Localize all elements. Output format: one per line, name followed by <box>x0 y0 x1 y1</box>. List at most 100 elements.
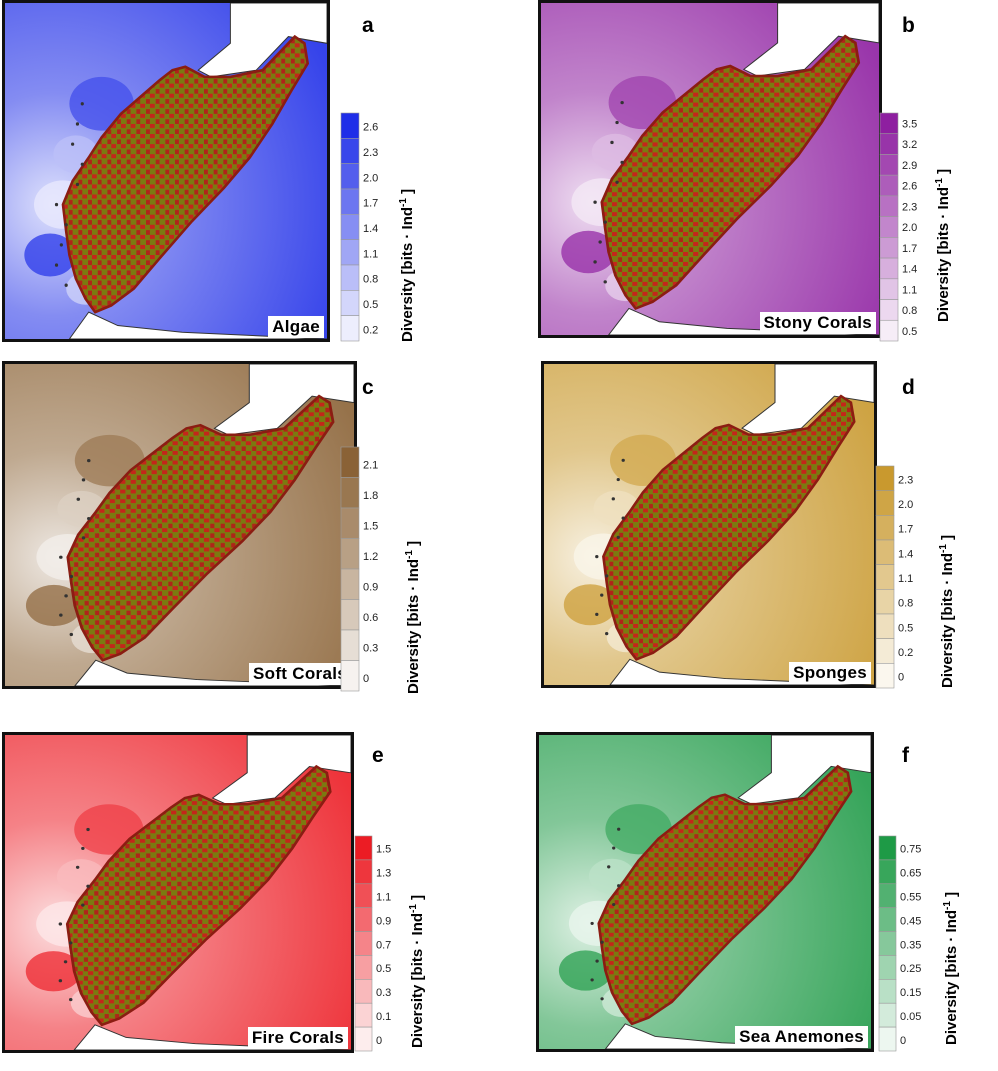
sampling-point <box>607 865 611 869</box>
contour-blob <box>24 233 76 277</box>
colorbar-segment <box>879 299 899 321</box>
colorbar-segment <box>878 859 897 885</box>
contour-blob <box>563 584 617 626</box>
colorbar-segment <box>354 907 373 932</box>
sampling-point <box>81 903 85 907</box>
colorbar-svg: 0.75 0.65 0.55 0.45 0.35 0.25 0.15 0.05 0 <box>878 835 921 1052</box>
colorbar-segment <box>879 257 899 280</box>
colorbar-segment <box>354 859 373 885</box>
colorbar-algae: 2.6 2.3 2.0 1.7 1.4 1.1 0.8 0.5 0.2 <box>340 112 399 342</box>
map-svg <box>539 735 871 1049</box>
colorbar-tick-label: 1.2 <box>363 551 378 563</box>
colorbar-segment <box>354 931 373 956</box>
panel-letter-c: c <box>362 376 374 399</box>
colorbar-segment <box>340 538 360 570</box>
colorbar-tick-label: 0.5 <box>902 326 917 338</box>
colorbar-segment <box>340 599 360 631</box>
colorbar-tick-label: 1.5 <box>376 844 391 856</box>
sampling-point <box>605 632 609 636</box>
colorbar-tick-label: 0.25 <box>900 963 921 975</box>
sampling-point <box>610 140 614 145</box>
colorbar-segment <box>340 239 360 266</box>
contour-blob <box>25 951 82 992</box>
panel-letter-d: d <box>902 376 915 399</box>
colorbar-segment <box>354 835 373 861</box>
colorbar-tick-label: 3.2 <box>902 139 917 151</box>
sampling-point <box>64 223 68 227</box>
sampling-point <box>59 613 63 617</box>
colorbar-segment <box>875 589 895 615</box>
panel-fire-corals: Fire Corals <box>2 732 354 1053</box>
colorbar-tick-label: 0.7 <box>376 939 391 951</box>
colorbar-tick-label: 0.5 <box>363 299 378 311</box>
colorbar-svg: 1.5 1.3 1.1 0.9 0.7 0.5 0.3 0.1 0 <box>354 835 391 1052</box>
sampling-point <box>616 535 620 539</box>
colorbar-tick-label: 3.5 <box>902 119 917 131</box>
colorbar-sea-anemones: 0.75 0.65 0.55 0.45 0.35 0.25 0.15 0.05 0 <box>878 835 936 1052</box>
colorbar-tick-label: 1.1 <box>376 892 391 904</box>
panel-sponges: Sponges <box>541 361 877 688</box>
colorbar-tick-label: 1.1 <box>902 284 917 296</box>
species-label-algae: Algae <box>268 316 324 338</box>
colorbar-tick-label: 0.2 <box>363 324 378 336</box>
map-fire-corals <box>2 732 354 1053</box>
sampling-point <box>71 142 75 146</box>
colorbar-tick-label: 1.1 <box>363 248 378 260</box>
colorbar-segment <box>879 278 899 300</box>
colorbar-tick-label: 0.9 <box>376 915 391 927</box>
map-sponges <box>541 361 877 688</box>
colorbar-tick-label: 0.5 <box>898 622 913 634</box>
colorbar-tick-label: 1.4 <box>363 223 378 235</box>
colorbar-tick-label: 0.5 <box>376 963 391 975</box>
sampling-point <box>69 632 74 637</box>
colorbar-segment <box>879 133 899 155</box>
colorbar-segment <box>354 1002 373 1028</box>
sampling-point <box>603 220 607 224</box>
colorbar-tick-label: 0 <box>900 1035 906 1047</box>
sampling-point <box>595 959 599 963</box>
colorbar-axis-label-soft-corals: Diversity [bits · Ind-1 ] <box>404 540 422 694</box>
colorbar-svg: 2.6 2.3 2.0 1.7 1.4 1.1 0.8 0.5 0.2 <box>340 112 378 342</box>
sampling-point <box>621 516 625 520</box>
colorbar-segment <box>878 979 897 1004</box>
map-svg <box>5 735 351 1050</box>
colorbar-tick-label: 0.75 <box>900 844 921 856</box>
colorbar-tick-label: 2.9 <box>902 160 917 172</box>
sampling-point <box>605 574 609 578</box>
colorbar-tick-label: 0.05 <box>900 1011 921 1023</box>
sampling-point <box>69 574 74 579</box>
colorbar-segment <box>879 319 899 342</box>
colorbar-tick-label: 2.1 <box>363 459 378 471</box>
colorbar-tick-label: 0 <box>376 1035 382 1047</box>
colorbar-tick-label: 0.15 <box>900 987 921 999</box>
island-map <box>600 34 861 311</box>
sampling-point <box>86 827 90 832</box>
species-label-fire-corals: Fire Corals <box>247 1027 348 1049</box>
sampling-point <box>81 536 86 540</box>
sampling-point <box>612 846 616 850</box>
colorbar-segment <box>340 163 360 190</box>
sampling-point <box>617 827 621 831</box>
map-svg <box>541 3 879 335</box>
colorbar-axis-label-stony-corals: Diversity [bits · Ind-1 ] <box>934 168 952 322</box>
panel-letter-f: f <box>902 744 909 767</box>
colorbar-tick-label: 0.8 <box>898 598 913 610</box>
island-map <box>65 764 332 1027</box>
sampling-point <box>620 160 624 165</box>
colorbar-tick-label: 2.6 <box>902 181 917 193</box>
colorbar-tick-label: 1.1 <box>898 573 913 585</box>
colorbar-axis-label-sea-anemones: Diversity [bits · Ind-1 ] <box>942 891 960 1045</box>
mainland-south <box>68 311 327 339</box>
sampling-point <box>590 978 594 982</box>
sampling-point <box>600 593 604 597</box>
sampling-point <box>595 554 599 559</box>
colorbar-soft-corals: 2.1 1.8 1.5 1.2 0.9 0.6 0.3 0 <box>340 446 399 692</box>
colorbar-segment <box>879 237 899 259</box>
colorbar-tick-label: 1.4 <box>898 548 913 560</box>
colorbar-axis-label-fire-corals: Diversity [bits · Ind-1 ] <box>408 894 426 1048</box>
panel-soft-corals: Soft Corals <box>2 361 357 689</box>
sampling-point <box>87 458 91 463</box>
sampling-point <box>621 458 625 462</box>
map-sea-anemones <box>536 732 874 1052</box>
sampling-point <box>593 260 597 264</box>
